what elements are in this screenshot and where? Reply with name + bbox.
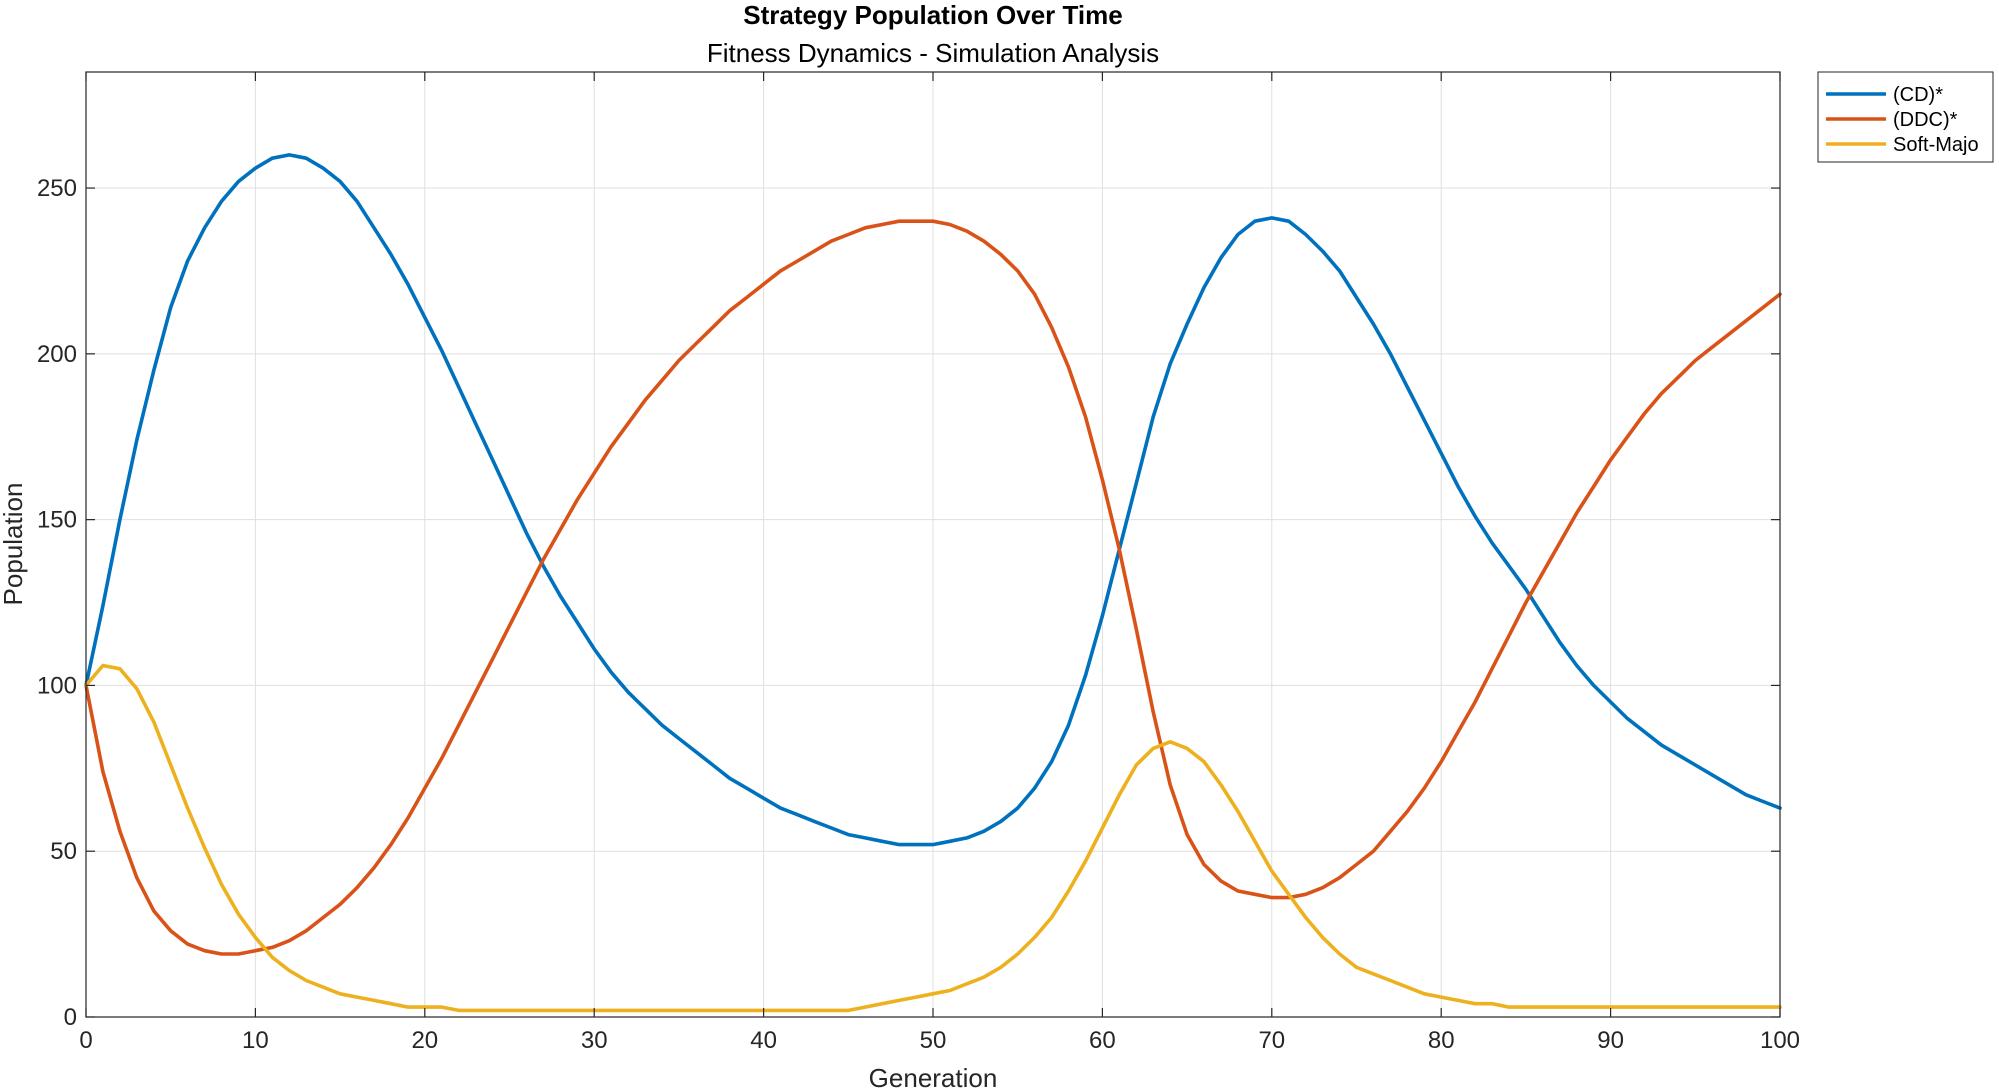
y-axis-label: Population: [0, 483, 28, 606]
x-tick-label: 10: [242, 1027, 269, 1054]
x-tick-label: 70: [1258, 1027, 1285, 1054]
chart-title: Strategy Population Over Time: [743, 0, 1123, 30]
series-layer: [84, 153, 1782, 1013]
legend-box: [1817, 71, 1994, 163]
x-tick-label: 60: [1089, 1027, 1116, 1054]
x-tick-label: 50: [920, 1027, 947, 1054]
y-tick-label: 150: [37, 507, 77, 534]
y-tick-label: 200: [37, 341, 77, 368]
y-tick-label: 0: [64, 1004, 77, 1031]
legend-label: Soft-Majo: [1893, 134, 1979, 156]
series-line-1: [84, 219, 1782, 956]
x-tick-label: 80: [1428, 1027, 1455, 1054]
tick-labels: 0 10 20 30 40 50 60 70 80 90 100 0 50 100 150 200 250: [37, 175, 1800, 1054]
legend: (CD)* (DDC)* Soft-Majo: [1817, 71, 1994, 163]
x-tick-label: 40: [750, 1027, 777, 1054]
x-axis-label: Generation: [869, 1063, 998, 1091]
ticks: [85, 72, 1781, 1018]
series-line-0: [84, 153, 1782, 847]
x-tick-label: 30: [581, 1027, 608, 1054]
x-tick-label: 0: [79, 1027, 92, 1054]
x-tick-label: 20: [411, 1027, 438, 1054]
series-line-2: [84, 663, 1782, 1013]
x-tick-label: 90: [1597, 1027, 1624, 1054]
legend-label: (DDC)*: [1893, 109, 1958, 131]
legend-label: (CD)*: [1893, 84, 1943, 106]
y-tick-label: 250: [37, 175, 77, 202]
chart-subtitle: Fitness Dynamics - Simulation Analysis: [707, 38, 1159, 68]
y-tick-label: 50: [50, 838, 77, 865]
y-tick-label: 100: [37, 672, 77, 699]
x-tick-label: 100: [1760, 1027, 1800, 1054]
